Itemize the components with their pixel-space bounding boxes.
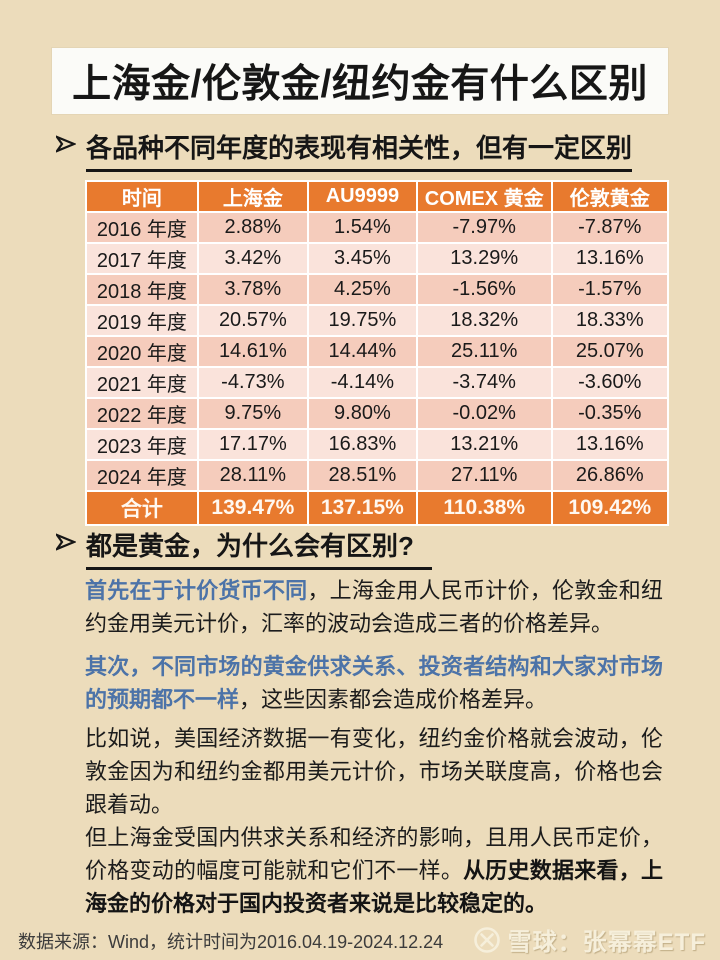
value-cell: -1.56% [417, 275, 551, 304]
header-au9999: AU9999 [308, 182, 416, 211]
paragraph3-text: 比如说，美国经济数据一有变化，纽约金价格就会波动，伦敦金因为和纽约金都用美元计价… [85, 726, 663, 817]
year-cell: 2020 年度 [87, 337, 197, 366]
year-cell: 2017 年度 [87, 244, 197, 273]
section2-heading: 都是黄金，为什么会有区别? [56, 526, 432, 570]
value-cell: -4.14% [308, 368, 416, 397]
arrow-right-icon [56, 135, 76, 153]
table-row-2019: 2019 年度 20.57% 19.75% 18.32% 18.33% [87, 306, 667, 335]
paragraph2-lead-emphasis: 其次，不同市场的黄金供求关系、投资者结构和大家对市场的预期都不一样 [85, 654, 663, 712]
header-time: 时间 [87, 182, 197, 211]
value-cell: -3.60% [552, 368, 667, 397]
value-cell: 25.07% [552, 337, 667, 366]
value-cell: -1.57% [552, 275, 667, 304]
value-cell: 13.21% [417, 430, 551, 459]
table-header-row: 时间 上海金 AU9999 COMEX 黄金 伦敦黄金 [87, 182, 667, 211]
value-cell: 18.32% [417, 306, 551, 335]
value-cell: 20.57% [198, 306, 307, 335]
table-row-2017: 2017 年度 3.42% 3.45% 13.29% 13.16% [87, 244, 667, 273]
data-source-note: 数据来源：Wind，统计时间为2016.04.19-2024.12.24 [18, 932, 444, 952]
xueqiu-watermark: 雪球：张幂幂ETF [472, 922, 706, 957]
paragraph4-emphasis: 从历史数据来看，上海金的价格对于国内投资者来说是比较稳定的。 [85, 858, 663, 916]
value-cell: -7.97% [417, 213, 551, 242]
section1-heading: 各品种不同年度的表现有相关性，但有一定区别 [56, 128, 633, 172]
value-cell: 3.45% [308, 244, 416, 273]
arrow-right-icon [56, 533, 76, 551]
year-cell: 2023 年度 [87, 430, 197, 459]
table-row-2016: 2016 年度 2.88% 1.54% -7.97% -7.87% [87, 213, 667, 242]
paragraph-ny-london-linkage: 比如说，美国经济数据一有变化，纽约金价格就会波动，伦敦金因为和纽约金都用美元计价… [85, 722, 663, 821]
table-row-2018: 2018 年度 3.78% 4.25% -1.56% -1.57% [87, 275, 667, 304]
value-cell: 18.33% [552, 306, 667, 335]
value-cell: 4.25% [308, 275, 416, 304]
value-cell: 19.75% [308, 306, 416, 335]
paragraph-currency-difference: 首先在于计价货币不同，上海金用人民币计价，伦敦金和纽约金用美元计价，汇率的波动会… [85, 574, 663, 640]
value-cell: -7.87% [552, 213, 667, 242]
table-row-2024: 2024 年度 28.11% 28.51% 27.11% 26.86% [87, 461, 667, 490]
year-cell: 2018 年度 [87, 275, 197, 304]
header-comex-gold: COMEX 黄金 [417, 182, 551, 211]
section1-heading-text: 各品种不同年度的表现有相关性，但有一定区别 [86, 128, 633, 172]
year-cell: 2021 年度 [87, 368, 197, 397]
paragraph1-lead-emphasis: 首先在于计价货币不同 [85, 578, 308, 603]
header-shanghai-gold: 上海金 [198, 182, 307, 211]
value-cell: 13.16% [552, 244, 667, 273]
table-row-2020: 2020 年度 14.61% 14.44% 25.11% 25.07% [87, 337, 667, 366]
table-row-2021: 2021 年度 -4.73% -4.14% -3.74% -3.60% [87, 368, 667, 397]
paragraph-shanghai-stability: 但上海金受国内供求关系和经济的影响，且用人民币定价，价格变动的幅度可能就和它们不… [85, 821, 663, 920]
paragraph-market-difference: 其次，不同市场的黄金供求关系、投资者结构和大家对市场的预期都不一样，这些因素都会… [85, 650, 663, 716]
value-cell: 13.29% [417, 244, 551, 273]
year-cell: 2016 年度 [87, 213, 197, 242]
value-cell: 9.80% [308, 399, 416, 428]
table-total: 合计 139.47% 137.15% 110.38% 109.42% [87, 492, 667, 524]
table-row-2023: 2023 年度 17.17% 16.83% 13.21% 13.16% [87, 430, 667, 459]
value-cell: 1.54% [308, 213, 416, 242]
value-cell: -0.02% [417, 399, 551, 428]
section2-heading-text: 都是黄金，为什么会有区别? [86, 526, 432, 570]
value-cell: -3.74% [417, 368, 551, 397]
value-cell: 9.75% [198, 399, 307, 428]
value-cell: 25.11% [417, 337, 551, 366]
value-cell: 14.61% [198, 337, 307, 366]
value-cell: 17.17% [198, 430, 307, 459]
header-london-gold: 伦敦黄金 [552, 182, 667, 211]
value-cell: 26.86% [552, 461, 667, 490]
title-banner: 上海金/伦敦金/纽约金有什么区别 [52, 48, 668, 114]
value-cell: 3.78% [198, 275, 307, 304]
value-cell: 3.42% [198, 244, 307, 273]
snowball-logo-icon [473, 926, 500, 953]
table-row-2022: 2022 年度 9.75% 9.80% -0.02% -0.35% [87, 399, 667, 428]
total-value-cell: 109.42% [552, 492, 667, 524]
table-total-row: 合计 139.47% 137.15% 110.38% 109.42% [87, 492, 667, 524]
value-cell: 16.83% [308, 430, 416, 459]
paragraph2-rest: ，这些因素都会造成价格差异。 [239, 687, 548, 712]
value-cell: 28.51% [308, 461, 416, 490]
table-header: 时间 上海金 AU9999 COMEX 黄金 伦敦黄金 [87, 182, 667, 211]
paragraph1-rest: ，上海金用人民币计价，伦敦金和纽约金用美元计价，汇率的波动会造成三者的价格差异。 [85, 578, 663, 636]
value-cell: 13.16% [552, 430, 667, 459]
page-title: 上海金/伦敦金/纽约金有什么区别 [72, 63, 648, 106]
total-value-cell: 137.15% [308, 492, 416, 524]
value-cell: 14.44% [308, 337, 416, 366]
total-value-cell: 110.38% [417, 492, 551, 524]
value-cell: -0.35% [552, 399, 667, 428]
paragraph4-body: 但上海金受国内供求关系和经济的影响，且用人民币定价，价格变动的幅度可能就和它们不… [85, 825, 663, 883]
watermark-text: 雪球：张幂幂ETF [507, 929, 706, 956]
value-cell: 27.11% [417, 461, 551, 490]
value-cell: 2.88% [198, 213, 307, 242]
total-label-cell: 合计 [87, 492, 197, 524]
year-cell: 2022 年度 [87, 399, 197, 428]
value-cell: -4.73% [198, 368, 307, 397]
value-cell: 28.11% [198, 461, 307, 490]
year-cell: 2024 年度 [87, 461, 197, 490]
year-cell: 2019 年度 [87, 306, 197, 335]
total-value-cell: 139.47% [198, 492, 307, 524]
gold-returns-table: 时间 上海金 AU9999 COMEX 黄金 伦敦黄金 2016 年度 2.88… [85, 180, 669, 526]
